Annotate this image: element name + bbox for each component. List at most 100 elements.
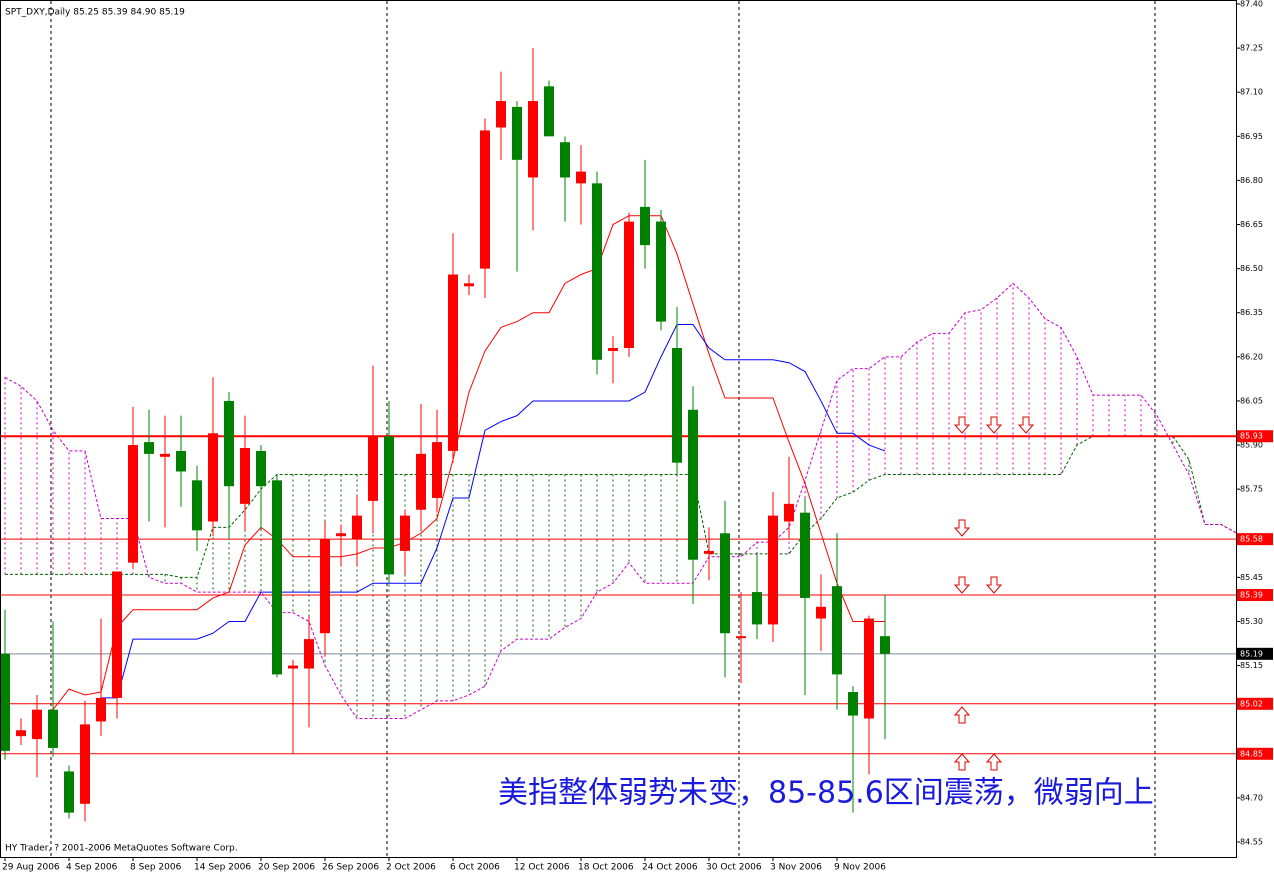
candle-body (144, 442, 154, 454)
x-tick-label: 24 Oct 2006 (642, 863, 698, 873)
candle-body (784, 503, 794, 522)
x-tick-label: 14 Sep 2006 (194, 863, 251, 873)
candle-body (832, 586, 842, 675)
y-tick-label: 86.95 (1240, 132, 1263, 141)
level-label-bg (1237, 697, 1273, 710)
senkou-span-b (4, 282, 1238, 720)
candle-body (800, 512, 810, 598)
y-tick-label: 85.90 (1240, 441, 1263, 450)
candle-body (848, 692, 858, 716)
indicator-line (52, 215, 885, 710)
candle-body (256, 450, 266, 487)
x-tick-label: 18 Oct 2006 (578, 863, 634, 873)
x-tick-label: 12 Oct 2006 (514, 863, 570, 873)
candle-body (720, 533, 730, 634)
x-tick-label: 6 Oct 2006 (450, 863, 500, 873)
candle-body (32, 709, 42, 740)
candle-body (16, 730, 26, 737)
candle-body (176, 450, 186, 472)
candle-body (160, 453, 170, 457)
candle-body (192, 480, 202, 531)
up-arrow (985, 753, 1003, 771)
y-tick-label: 85.30 (1240, 617, 1263, 626)
y-tick-label: 84.70 (1240, 793, 1263, 802)
x-tick-label: 26 Sep 2006 (322, 863, 379, 873)
candle-body (96, 697, 106, 722)
candle-body (480, 130, 490, 269)
candle-body (496, 101, 506, 128)
candle-body (656, 221, 666, 322)
candle-body (560, 142, 570, 178)
y-tick-label: 87.25 (1240, 44, 1263, 53)
plot-frame (0, 0, 1237, 858)
candle-body (464, 283, 474, 287)
copyright: HY Trader, ? 2001-2006 MetaQuotes Softwa… (5, 844, 238, 854)
down-arrow (985, 416, 1003, 434)
indicator-line (101, 323, 886, 699)
candle-body (208, 433, 218, 522)
candle-body (400, 515, 410, 551)
x-tick-label: 20 Sep 2006 (258, 863, 315, 873)
candle-body (880, 636, 890, 654)
level-label: 85.93 (1240, 432, 1263, 441)
y-tick-label: 84.55 (1240, 838, 1263, 847)
candle-body (768, 515, 778, 625)
down-arrow (953, 416, 971, 434)
level-label: 85.58 (1240, 535, 1263, 544)
candle-body (432, 442, 442, 498)
level-label-bg (1237, 589, 1273, 602)
x-tick-label: 30 Oct 2006 (706, 863, 762, 873)
candle-body (672, 348, 682, 463)
down-arrow (953, 519, 971, 537)
y-tick-label: 85.45 (1240, 573, 1263, 582)
candle-body (864, 618, 874, 719)
y-tick-label: 86.50 (1240, 264, 1263, 273)
candle-body (608, 348, 618, 351)
current-price-label: 85.19 (1240, 649, 1263, 658)
level-label-bg (1237, 533, 1273, 546)
candle-body (384, 436, 394, 575)
y-tick-label: 85.75 (1240, 485, 1263, 494)
candle-body (304, 639, 314, 669)
candle-body (48, 709, 58, 748)
y-tick-label: 86.80 (1240, 176, 1263, 185)
candle-body (336, 533, 346, 537)
x-tick-label: 4 Sep 2006 (66, 863, 118, 873)
y-tick-label: 86.05 (1240, 396, 1263, 405)
y-tick-label: 87.10 (1240, 88, 1263, 97)
candle-body (544, 86, 554, 137)
candle-body (416, 453, 426, 510)
y-tick-label: 86.35 (1240, 308, 1263, 317)
x-tick-label: 3 Nov 2006 (770, 863, 822, 873)
candle-body (80, 724, 90, 804)
down-arrow (953, 576, 971, 594)
level-label: 85.02 (1240, 699, 1263, 708)
candle-body (816, 606, 826, 619)
annotation: 美指整体弱势未变，85-85.6区间震荡，微弱向上 (498, 776, 1154, 811)
chart-title: SPT_DXY,Daily 85.25 85.39 84.90 85.19 (5, 8, 185, 18)
candle-body (272, 480, 282, 675)
level-label: 84.85 (1240, 749, 1263, 758)
candle-body (528, 101, 538, 178)
candle-body (240, 447, 250, 504)
up-arrow (953, 706, 971, 724)
level-label-bg (1237, 747, 1273, 760)
y-tick-label: 87.40 (1240, 0, 1263, 9)
plot-area (0, 1, 1238, 857)
candle-body (352, 515, 362, 540)
candle-body (512, 106, 522, 160)
candle-body (368, 436, 378, 501)
x-tick-label: 9 Nov 2006 (834, 863, 886, 873)
level-label: 85.39 (1240, 591, 1263, 600)
x-tick-label: 2 Oct 2006 (386, 863, 436, 873)
current-price-label-bg (1237, 647, 1273, 660)
candle-body (640, 206, 650, 246)
candle-body (64, 771, 74, 813)
up-arrow (953, 753, 971, 771)
candle-body (448, 274, 458, 451)
senkou-span-a (5, 435, 1238, 578)
candle-body (224, 400, 234, 487)
candle-body (624, 221, 634, 349)
y-tick-label: 86.65 (1240, 220, 1263, 229)
